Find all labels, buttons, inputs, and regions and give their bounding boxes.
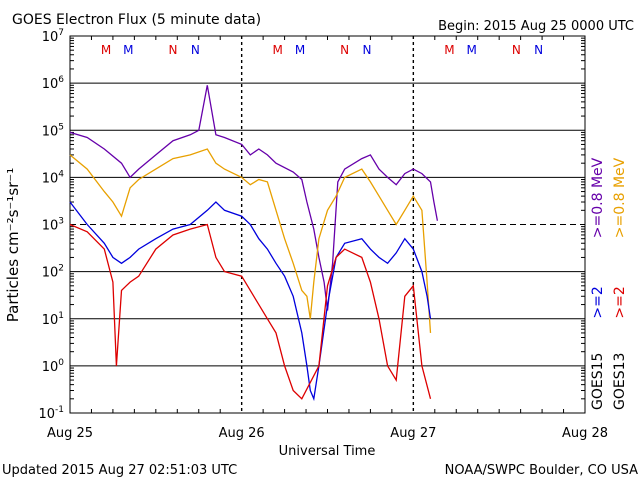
y-tick-base: 10 xyxy=(42,219,59,234)
series-line-goes15 xyxy=(69,85,439,311)
grid xyxy=(70,82,585,367)
y-tick-exponent: 7 xyxy=(58,28,64,38)
legend: GOES15 >=2 >=0.8 MeV GOES13 >=2 >=0.8 MeV xyxy=(590,157,628,410)
marker-letter: N xyxy=(191,43,200,57)
y-tick-label: 104 xyxy=(42,169,65,186)
legend-satellite: GOES15 xyxy=(590,353,606,410)
y-tick-base: 10 xyxy=(42,124,59,139)
legend-low: >=2 xyxy=(590,286,606,318)
updated-timestamp: Updated 2015 Aug 27 02:51:03 UTC xyxy=(2,463,237,478)
x-axis-label: Universal Time xyxy=(279,444,376,459)
marker-letter: N xyxy=(169,43,178,57)
y-tick-label: 105 xyxy=(42,122,64,139)
series-line-goes15 xyxy=(69,201,432,402)
y-tick-label: 100 xyxy=(42,358,65,375)
plot-frame xyxy=(69,35,586,414)
day-lines xyxy=(240,36,415,413)
y-tick-base: 10 xyxy=(42,30,59,45)
marker-letter: N xyxy=(512,43,521,57)
marker-letter: M xyxy=(467,43,477,57)
x-tick-label: Aug 25 xyxy=(47,426,93,441)
y-tick-exponent: 0 xyxy=(58,358,64,368)
x-axis-ticks: Aug 25 Aug 26 Aug 27 Aug 28 xyxy=(47,36,608,441)
series-line-goes13 xyxy=(69,223,432,400)
series-group xyxy=(69,85,439,402)
y-tick-exponent: 3 xyxy=(58,217,64,227)
y-tick-label: 101 xyxy=(42,311,64,328)
series-line-goes13 xyxy=(69,148,432,333)
legend-column: GOES13 >=2 >=0.8 MeV xyxy=(612,157,628,410)
x-tick-label: Aug 27 xyxy=(390,426,436,441)
y-tick-base: 10 xyxy=(42,77,59,92)
legend-column: GOES15 >=2 >=0.8 MeV xyxy=(590,157,606,410)
marker-letter: M xyxy=(123,43,133,57)
y-tick-base: 10 xyxy=(42,360,59,375)
y-tick-base: 10 xyxy=(42,313,59,328)
marker-letter: M xyxy=(273,43,283,57)
y-tick-label: 106 xyxy=(42,75,65,92)
y-tick-label: 102 xyxy=(42,264,64,281)
y-tick-base: 10 xyxy=(42,266,59,281)
y-tick-exponent: 1 xyxy=(58,311,64,321)
marker-letter: N xyxy=(362,43,371,57)
y-tick-exponent: -1 xyxy=(55,405,64,415)
x-tick-label: Aug 28 xyxy=(562,426,608,441)
y-tick-exponent: 4 xyxy=(58,169,64,179)
y-tick-label: 103 xyxy=(42,217,64,234)
legend-high: >=0.8 MeV xyxy=(612,157,628,238)
legend-high: >=0.8 MeV xyxy=(590,157,606,238)
y-tick-base: 10 xyxy=(38,407,55,422)
chart-title: GOES Electron Flux (5 minute data) xyxy=(12,12,261,28)
y-tick-label: 10-1 xyxy=(38,405,64,422)
y-tick-label: 107 xyxy=(42,28,64,45)
x-tick-label: Aug 26 xyxy=(219,426,265,441)
y-tick-base: 10 xyxy=(42,171,59,186)
marker-letter: M xyxy=(444,43,454,57)
y-tick-exponent: 5 xyxy=(58,122,64,132)
marker-letter: N xyxy=(534,43,543,57)
legend-satellite: GOES13 xyxy=(612,353,628,410)
legend-low: >=2 xyxy=(612,286,628,318)
marker-letter: M xyxy=(295,43,305,57)
begin-label: Begin: 2015 Aug 25 0000 UTC xyxy=(438,19,634,34)
y-tick-exponent: 6 xyxy=(58,75,64,85)
y-axis-label: Particles cm⁻²s⁻¹sr⁻¹ xyxy=(4,168,22,322)
y-tick-exponent: 2 xyxy=(58,264,64,274)
marker-letter: N xyxy=(340,43,349,57)
marker-letter: M xyxy=(101,43,111,57)
credit-text: NOAA/SWPC Boulder, CO USA xyxy=(445,463,638,478)
